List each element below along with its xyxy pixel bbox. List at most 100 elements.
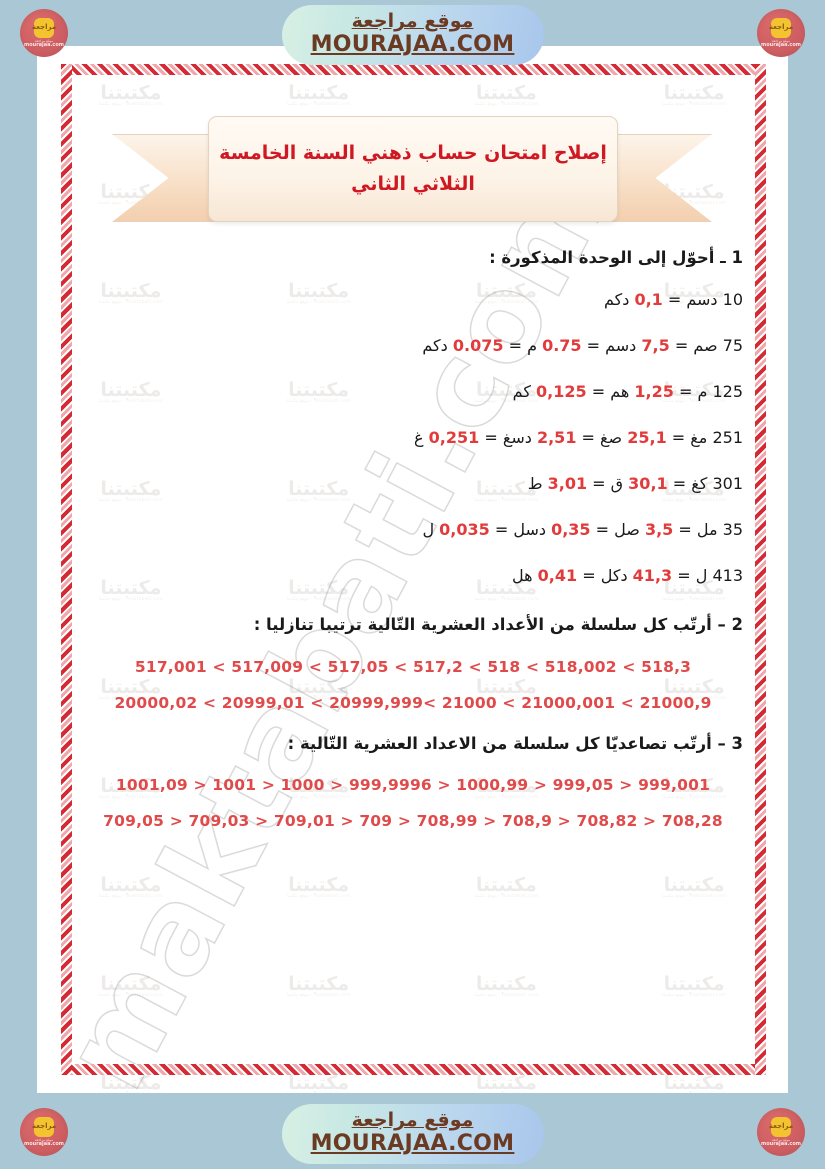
conversion-row: 35 مل = 3,5 صل = 0,35 دسل = 0,035 ل (83, 507, 743, 553)
conversion-row: 10 دسم = 0,1 دكم (83, 277, 743, 323)
top-brand-bar: مراجعة موقع مراجعة mourajaa.com موقع مرا… (0, 0, 825, 70)
logo-mourajaa-right: مراجعة موقع مراجعة mourajaa.com (20, 9, 68, 57)
logo-caption-arabic: موقع مراجعة (771, 1137, 791, 1142)
logo-caption-arabic: موقع مراجعة (34, 1137, 54, 1142)
conv-answer-1: 30,1 (628, 473, 668, 493)
conv-prefix: 413 ل = (672, 565, 743, 585)
worksheet-page: مكتبتنا maktabati.com - موقع مكتبتنا مكتب… (37, 46, 788, 1093)
bottom-brand-bar: مراجعة موقع مراجعة mourajaa.com موقع مرا… (0, 1099, 825, 1169)
conv-prefix: 10 دسم = (662, 289, 743, 309)
logo-badge: مراجعة (32, 1116, 56, 1137)
conv-answer-3: 0.075 (452, 335, 504, 355)
sequence-row: 517,001 < 517,009 < 517,05 < 517,2 < 518… (134, 657, 692, 676)
brand-pill-bottom[interactable]: موقع مراجعة MOURAJAA.COM (281, 1104, 544, 1164)
conv-unit-2: هل (512, 565, 538, 585)
conv-answer-1: 41,3 (632, 565, 673, 585)
sequence-row: 709,05 > 709,03 > 709,01 > 709 > 708,99 … (103, 812, 723, 831)
brand-pill-top[interactable]: موقع مراجعة MOURAJAA.COM (281, 5, 544, 65)
worksheet-content: 1 ـ أحوّل إلى الوحدة المذكورة : 10 دسم =… (83, 246, 743, 834)
conv-unit-1: دكل = (577, 565, 633, 585)
sequence-row: 1001,09 > 1001 > 1000 > 999,9996 > 1000,… (115, 776, 711, 795)
conversion-row: 75 صم = 7,5 دسم = 0.75 م = 0.075 دكم (83, 323, 743, 369)
conv-unit-3: غ (414, 427, 429, 447)
conv-answer-3: 0,251 (428, 427, 480, 447)
logo-caption-arabic: موقع مراجعة (771, 38, 791, 43)
exercise-1-heading: 1 ـ أحوّل إلى الوحدة المذكورة : (489, 248, 743, 267)
conv-answer-2: 0,35 (551, 519, 591, 539)
border-zigzag-top (61, 64, 766, 75)
logo-mourajaa-right: مراجعة موقع مراجعة mourajaa.com (20, 1108, 68, 1156)
conv-unit-1: دسم = (581, 335, 642, 355)
conv-unit-2: دسل = (489, 519, 552, 539)
logo-mourajaa-left: مراجعة موقع مراجعة mourajaa.com (757, 1108, 805, 1156)
conv-answer-3: 0,035 (439, 519, 490, 539)
conv-unit-3: دكم (422, 335, 453, 355)
logo-badge: مراجعة (769, 1116, 793, 1137)
exercise-3-heading: 3 – أرتّب تصاعديّا كل سلسلة من الاعداد ا… (287, 733, 743, 753)
exercise-3: 3 – أرتّب تصاعديّا كل سلسلة من الاعداد ا… (83, 732, 743, 835)
border-zigzag-left (61, 64, 72, 1075)
conv-unit-2: ط (527, 473, 548, 493)
conv-prefix: 251 مغ = (666, 427, 743, 447)
conv-unit-1: دكم (603, 289, 635, 309)
conv-prefix: 125 م = (673, 381, 743, 401)
logo-caption-english: mourajaa.com (761, 41, 802, 48)
conv-answer-1: 7,5 (641, 335, 670, 355)
conversion-row: 125 م = 1,25 هم = 0,125 كم (83, 369, 743, 415)
brand-site-label: MOURAJAA.COM (310, 32, 515, 58)
worksheet-title-line1: إصلاح امتحان حساب ذهني السنة الخامسة (219, 142, 607, 165)
conv-answer-1: 3,5 (644, 519, 674, 539)
logo-mourajaa-left: مراجعة موقع مراجعة mourajaa.com (757, 9, 805, 57)
conversion-row: 413 ل = 41,3 دكل = 0,41 هل (83, 553, 743, 599)
brand-arabic-label: موقع مراجعة (351, 10, 474, 33)
conv-answer-2: 0,125 (536, 381, 587, 401)
conv-unit-2: دسغ = (479, 427, 537, 447)
conv-answer-2: 0.75 (542, 335, 582, 355)
conv-unit-1: هم = (586, 381, 635, 401)
brand-arabic-label: موقع مراجعة (351, 1109, 474, 1132)
conv-unit-1: صغ = (576, 427, 628, 447)
logo-caption-english: mourajaa.com (761, 1140, 802, 1147)
brand-site-label: MOURAJAA.COM (310, 1131, 515, 1157)
logo-badge: مراجعة (769, 17, 793, 38)
worksheet-title-line2: الثلاثي الثاني (351, 173, 475, 195)
sequence-row: 20000,02 < 20999,01 < 20999,999< 21000 <… (114, 693, 712, 712)
conv-unit-2: م = (503, 335, 543, 355)
logo-caption-english: mourajaa.com (24, 1140, 65, 1147)
conv-answer-2: 3,01 (547, 473, 588, 493)
conv-answer-2: 2,51 (536, 427, 577, 447)
exercise-2-heading: 2 – أرتّب كل سلسلة من الأعداد العشرية ال… (253, 614, 743, 634)
logo-caption-arabic: موقع مراجعة (34, 38, 54, 43)
logo-caption-english: mourajaa.com (24, 41, 65, 48)
conv-unit-1: صل = (590, 519, 645, 539)
title-ribbon: إصلاح امتحان حساب ذهني السنة الخامسة الث… (112, 116, 712, 234)
conv-prefix: 75 صم = (669, 335, 743, 355)
ribbon-plate: إصلاح امتحان حساب ذهني السنة الخامسة الث… (208, 116, 618, 222)
conv-prefix: 301 كغ = (667, 473, 743, 493)
conv-answer-1: 25,1 (627, 427, 667, 447)
border-zigzag-right (755, 64, 766, 1075)
conversion-row: 251 مغ = 25,1 صغ = 2,51 دسغ = 0,251 غ (83, 415, 743, 461)
conversion-row: 301 كغ = 30,1 ق = 3,01 ط (83, 461, 743, 507)
conv-answer-2: 0,41 (537, 565, 578, 585)
conv-answer-1: 1,25 (634, 381, 674, 401)
conv-unit-2: كم (512, 381, 537, 401)
conv-unit-3: ل (422, 519, 440, 539)
exercise-2: 2 – أرتّب كل سلسلة من الأعداد العشرية ال… (83, 613, 743, 716)
conv-unit-1: ق = (587, 473, 629, 493)
